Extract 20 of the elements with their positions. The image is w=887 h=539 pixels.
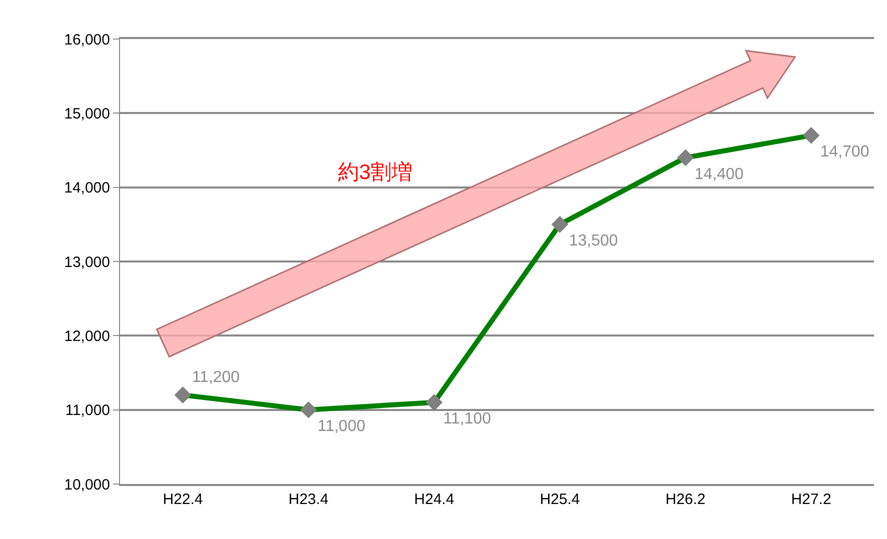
- y-tick-label: 15,000: [64, 105, 110, 122]
- x-tick-label: H26.2: [665, 491, 706, 508]
- x-tick-label: H27.2: [791, 491, 832, 508]
- y-tick-label: 11,000: [65, 402, 110, 420]
- x-tick-label: H25.4: [540, 491, 580, 508]
- y-tick-label: 10,000: [64, 476, 110, 494]
- x-tick-label: H23.4: [288, 491, 329, 508]
- x-tick-label: H24.4: [414, 491, 454, 508]
- x-tick-label: H22.4: [162, 491, 203, 508]
- data-label: 11,200: [192, 368, 240, 386]
- data-label: 13,500: [568, 232, 618, 250]
- y-tick-label: 12,000: [64, 328, 110, 345]
- annotation: 約3割増: [338, 160, 413, 184]
- y-tick-label: 13,000: [64, 254, 110, 271]
- y-tick-label: 16,000: [64, 31, 110, 48]
- data-label: 11,000: [318, 418, 366, 435]
- data-label: 11,100: [443, 410, 492, 428]
- data-label: 14,400: [694, 166, 744, 183]
- data-label: 14,700: [820, 144, 870, 161]
- y-tick-label: 14,000: [64, 180, 110, 197]
